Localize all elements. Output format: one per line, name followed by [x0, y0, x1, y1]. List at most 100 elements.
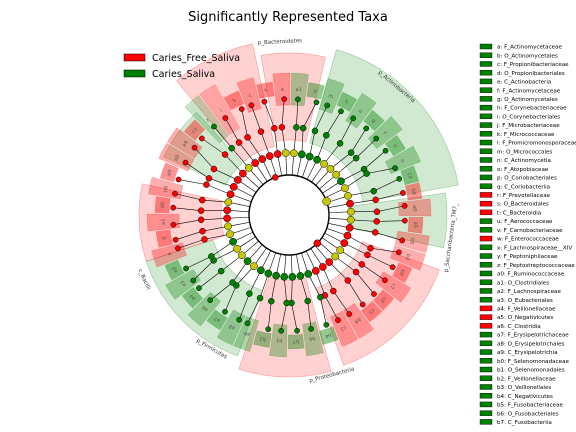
- tree-node: [272, 271, 281, 280]
- clade-label: b0: [163, 185, 170, 192]
- clade-label: b8: [410, 188, 417, 195]
- clade-label: c2: [339, 324, 347, 332]
- tree-branch: [305, 250, 339, 321]
- key-entry: a9: C_Erysipelotrichia: [497, 350, 558, 356]
- clade-label: b2: [259, 335, 266, 342]
- tree-node: [293, 124, 300, 131]
- tree-node: [336, 140, 344, 147]
- tree-node: [382, 277, 388, 284]
- tree-node: [281, 96, 288, 102]
- tree-node: [201, 236, 208, 243]
- key-swatch: [479, 358, 493, 364]
- tree-node: [346, 311, 353, 317]
- tree-node: [258, 155, 267, 163]
- clade-label: c1: [191, 126, 199, 134]
- clade-label: o: [399, 158, 406, 163]
- cladogram-tree: [170, 96, 408, 334]
- clade-label: b1: [276, 337, 283, 343]
- tree-branch: [198, 240, 259, 289]
- key-entry: a1: O_Clostridiales: [497, 280, 549, 286]
- clade-sector: [155, 229, 173, 248]
- tree-branch: [225, 117, 268, 182]
- tree-node: [182, 159, 189, 166]
- tree-node: [370, 187, 377, 195]
- tree-node: [243, 257, 252, 265]
- tree-node: [335, 317, 341, 323]
- tree-branch: [238, 250, 272, 320]
- tree-node: [367, 244, 374, 252]
- tree-node: [190, 277, 197, 284]
- tree-node: [256, 294, 264, 302]
- tree-node: [210, 165, 218, 173]
- tree-node: [295, 96, 301, 103]
- tree-node: [264, 269, 273, 278]
- tree-branch: [290, 254, 298, 331]
- clade-label: g: [370, 118, 376, 125]
- key-entry: r: F_Prevotellaceae: [497, 193, 551, 199]
- tree-node: [224, 198, 233, 207]
- key-swatch: [479, 314, 493, 320]
- clade-sector: [407, 216, 424, 234]
- key-swatch: [479, 148, 493, 154]
- tree-node: [265, 152, 274, 160]
- key-swatch: [479, 288, 493, 294]
- tree-node: [191, 144, 198, 151]
- tree-node: [296, 272, 305, 280]
- key-swatch: [479, 87, 493, 93]
- key-entry: b3: O_Veillonellales: [497, 385, 551, 391]
- clade-label: a9: [243, 329, 251, 337]
- key-entry: a4: F_Veillonellaceae: [497, 307, 556, 313]
- key-swatch: [479, 331, 493, 338]
- tree-node: [199, 135, 205, 142]
- phylum-band: [260, 52, 326, 143]
- tree-node: [352, 268, 360, 276]
- key-swatch: [479, 113, 493, 120]
- clade-label: d: [161, 236, 167, 240]
- tree-node: [223, 214, 231, 223]
- tree-branch: [213, 126, 264, 185]
- tree-node: [238, 251, 246, 260]
- clade-sector: [236, 77, 262, 113]
- tree-branch: [281, 99, 288, 176]
- tree-node: [246, 290, 253, 297]
- clade-label: b4: [324, 331, 332, 339]
- key-swatch: [479, 192, 493, 198]
- key-swatch: [479, 61, 493, 67]
- key-swatch: [479, 419, 493, 425]
- clade-label: a4: [189, 293, 198, 302]
- tree-node: [226, 190, 235, 199]
- tree-node: [311, 267, 320, 275]
- clade-sector: [372, 289, 395, 311]
- clade-label: a9: [166, 169, 174, 177]
- key-swatch: [479, 122, 493, 128]
- tree-node: [372, 229, 379, 236]
- tree-branch: [324, 167, 396, 199]
- tree-node: [322, 197, 331, 206]
- tree-branch: [173, 207, 250, 213]
- key-entry: a6: C_Clostridia: [497, 324, 541, 330]
- tree-node: [346, 215, 355, 224]
- tree-branch: [193, 236, 256, 281]
- tree-branch: [328, 217, 405, 222]
- tree-branch: [210, 244, 263, 301]
- key-swatch: [479, 166, 493, 172]
- key-entry: b4: C_Negativicutes: [497, 394, 553, 400]
- tree-node: [326, 165, 335, 173]
- key-swatch: [479, 183, 493, 189]
- clade-label: a0: [411, 205, 417, 212]
- tree-branch: [306, 111, 342, 180]
- tree-node: [373, 135, 380, 142]
- tree-node: [172, 190, 178, 197]
- tree-node: [318, 263, 327, 271]
- key-entry: a0: F_Ruminococcaceae: [497, 272, 565, 278]
- tree-node: [311, 127, 319, 135]
- key-entry: g: O_Actinomycetales: [497, 97, 558, 103]
- clade-label: a1: [295, 87, 302, 93]
- tree-node: [346, 199, 354, 208]
- tree-node: [265, 326, 272, 332]
- key-swatch: [479, 296, 493, 303]
- tree-node: [224, 222, 232, 231]
- tree-branch: [173, 216, 250, 225]
- key-entry: b5: F_Fusobacteriaceae: [497, 403, 563, 409]
- key-swatch: [479, 69, 493, 76]
